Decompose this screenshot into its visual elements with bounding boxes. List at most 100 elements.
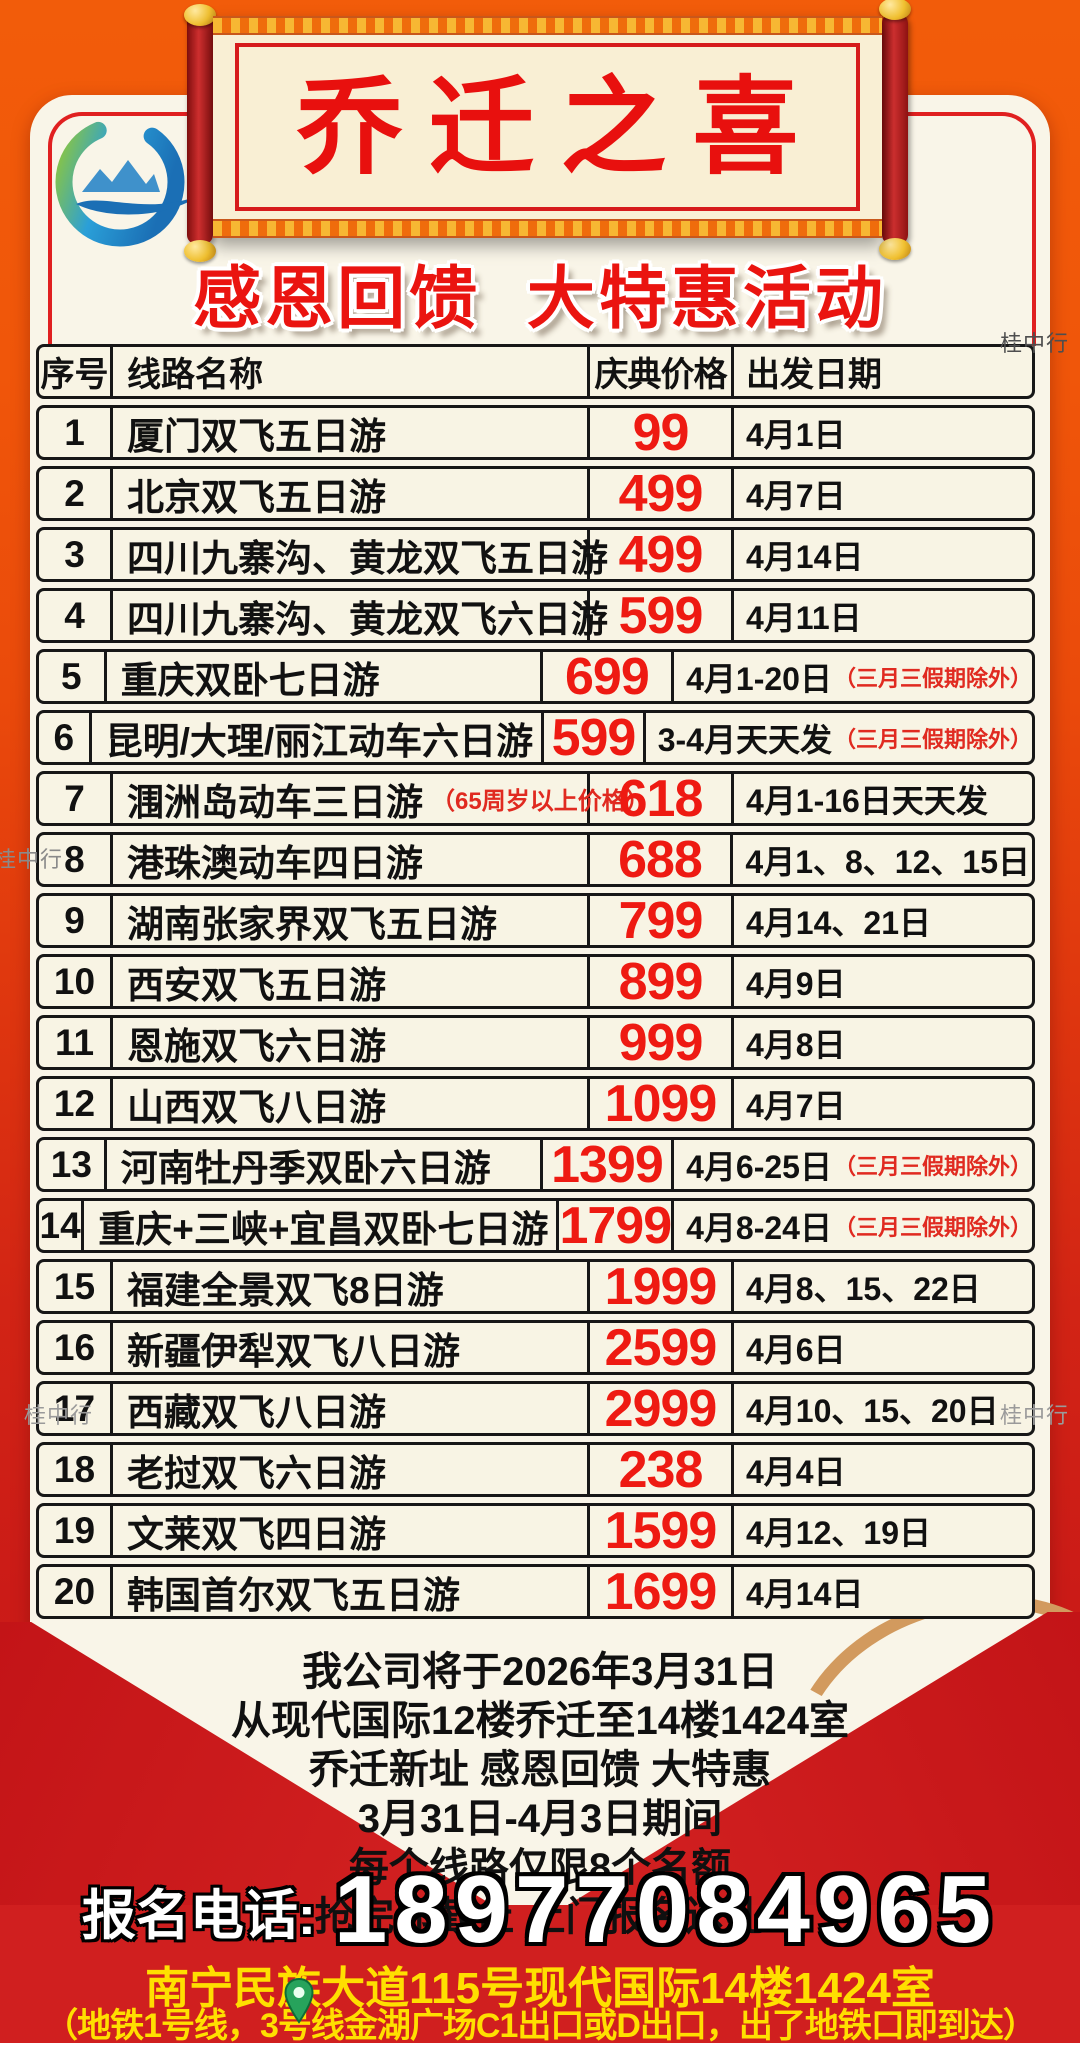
bottom-red-band xyxy=(0,1905,1080,2043)
route-price: 688 xyxy=(590,835,734,884)
row-number: 3 xyxy=(39,530,113,579)
table-row: 2 北京双飞五日游 499 4月7日 xyxy=(36,466,1035,521)
table-row: 19 文莱双飞四日游 1599 4月12、19日 xyxy=(36,1503,1035,1558)
route-date: 4月10、15、20日 xyxy=(746,1392,999,1429)
route-price: 599 xyxy=(590,591,734,640)
table-row: 13 河南牡丹季双卧六日游 1399 4月6-25日 （三月三假期除外） xyxy=(36,1137,1035,1192)
row-number: 16 xyxy=(39,1323,113,1372)
route-date-note: （三月三假期除外） xyxy=(833,665,1032,691)
route-name: 厦门双飞五日游 xyxy=(113,408,590,457)
route-date: 4月6-25日 （三月三假期除外） xyxy=(686,1148,1032,1185)
route-date-note: （三月三假期除外） xyxy=(833,1153,1032,1179)
route-name: 山西双飞八日游 xyxy=(113,1079,590,1128)
travel-agency-logo-icon xyxy=(48,112,202,252)
table-row: 9 湖南张家界双飞五日游 799 4月14、21日 xyxy=(36,893,1035,948)
row-number: 1 xyxy=(39,408,113,457)
phone-row: 报名电话: 18977084965 xyxy=(0,1862,1080,1958)
route-date: 4月4日 xyxy=(746,1453,846,1490)
route-name: 恩施双飞六日游 xyxy=(113,1018,590,1067)
scroll-cap-icon xyxy=(879,0,911,20)
watermark: 桂中行 xyxy=(1000,1403,1070,1428)
row-number: 6 xyxy=(39,713,92,762)
table-row: 16 新疆伊犁双飞八日游 2599 4月6日 xyxy=(36,1320,1035,1375)
phone-label: 报名电话: xyxy=(81,1885,316,1946)
row-number: 9 xyxy=(39,896,113,945)
route-date: 4月1-20日 （三月三假期除外） xyxy=(686,660,1032,697)
route-date: 4月14日 xyxy=(746,538,864,575)
table-row: 6 昆明/大理/丽江动车六日游 599 3-4月天天发 （三月三假期除外） xyxy=(36,710,1035,765)
row-number: 8 xyxy=(39,835,113,884)
watermark: 桂中行 xyxy=(24,1403,94,1428)
route-name-note: （65周岁以上价格） xyxy=(431,788,650,815)
route-price: 2999 xyxy=(590,1384,734,1433)
route-price: 599 xyxy=(544,713,646,762)
route-price: 1399 xyxy=(543,1140,675,1189)
route-name: 韩国首尔双飞五日游 xyxy=(113,1567,590,1616)
table-row: 17 西藏双飞八日游 2999 4月10、15、20日 xyxy=(36,1381,1035,1436)
route-price: 1699 xyxy=(590,1567,734,1616)
route-price: 1099 xyxy=(590,1079,734,1128)
route-name: 西藏双飞八日游 xyxy=(113,1384,590,1433)
notice-line: 抢完即截止 上门报名送礼 xyxy=(314,1895,766,1939)
route-price: 99 xyxy=(590,408,734,457)
route-date: 4月14、21日 xyxy=(746,904,931,941)
route-price: 618 xyxy=(590,774,734,823)
row-number: 14 xyxy=(39,1201,85,1250)
table-row: 4 四川九寨沟、黄龙双飞六日游 599 4月11日 xyxy=(36,588,1035,643)
route-date: 4月1日 xyxy=(746,416,846,453)
route-name: 重庆+三峡+宜昌双卧七日游 xyxy=(84,1201,560,1250)
route-name: 涠洲岛动车三日游 （65周岁以上价格） xyxy=(113,774,650,823)
notice-line: 3月31日-4月3日期间 xyxy=(357,1797,723,1841)
route-price: 499 xyxy=(590,530,734,579)
route-date: 4月8-24日 （三月三假期除外） xyxy=(686,1209,1032,1246)
watermark: 桂中行 xyxy=(0,847,64,872)
row-number: 20 xyxy=(39,1567,113,1616)
scroll-cap-icon xyxy=(184,4,216,26)
notice-line: 每个线路仅限8个名额 xyxy=(348,1846,732,1890)
route-name: 新疆伊犁双飞八日游 xyxy=(113,1323,590,1372)
address-line: 南宁民族大道115号现代国际14楼1424室 xyxy=(145,1964,935,2013)
route-price: 799 xyxy=(590,896,734,945)
route-price: 1599 xyxy=(590,1506,734,1555)
route-date: 4月7日 xyxy=(746,477,846,514)
route-date: 4月14日 xyxy=(746,1575,864,1612)
metro-directions-line: （地铁1号线，3号线金湖广场C1出口或D出口，出了地铁口即到达） xyxy=(44,2007,1037,2045)
table-row: 11 恩施双飞六日游 999 4月8日 xyxy=(36,1015,1035,1070)
table-row: 15 福建全景双飞8日游 1999 4月8、15、22日 xyxy=(36,1259,1035,1314)
route-date: 4月1、8、12、15日 xyxy=(745,843,1030,880)
route-date: 4月11日 xyxy=(746,599,862,636)
row-number: 17 xyxy=(39,1384,113,1433)
table-row: 10 西安双飞五日游 899 4月9日 xyxy=(36,954,1035,1009)
route-name: 北京双飞五日游 xyxy=(113,469,590,518)
scroll-banner: 乔迁之喜 xyxy=(184,0,911,262)
row-number: 19 xyxy=(39,1506,113,1555)
row-number: 18 xyxy=(39,1445,113,1494)
row-number: 4 xyxy=(39,591,113,640)
row-number: 13 xyxy=(39,1140,107,1189)
row-number: 10 xyxy=(39,957,113,1006)
route-date: 4月9日 xyxy=(746,965,846,1002)
route-price: 499 xyxy=(590,469,734,518)
route-date: 3-4月天天发 （三月三假期除外） xyxy=(657,721,1032,758)
route-name: 昆明/大理/丽江动车六日游 xyxy=(92,713,545,762)
route-price: 899 xyxy=(590,957,734,1006)
table-row: 1 厦门双飞五日游 99 4月1日 xyxy=(36,405,1035,460)
route-name: 文莱双飞四日游 xyxy=(113,1506,590,1555)
row-number: 2 xyxy=(39,469,113,518)
location-pin-icon xyxy=(284,1977,314,2024)
route-name: 港珠澳动车四日游 xyxy=(113,835,590,884)
route-name: 重庆双卧七日游 xyxy=(107,652,543,701)
row-number: 7 xyxy=(39,774,113,823)
route-date: 4月6日 xyxy=(746,1331,846,1368)
table-row: 18 老挝双飞六日游 238 4月4日 xyxy=(36,1442,1035,1497)
route-price: 1799 xyxy=(559,1201,675,1250)
row-number: 11 xyxy=(39,1018,113,1067)
poster-subtitle: 感恩回馈 大特惠活动 xyxy=(193,261,887,337)
poster-title: 乔迁之喜 xyxy=(296,64,825,189)
notice-line: 我公司将于2026年3月31日 xyxy=(302,1650,778,1694)
table-row: 12 山西双飞八日游 1099 4月7日 xyxy=(36,1076,1035,1131)
scroll-rod-left-icon xyxy=(187,14,213,244)
table-row: 3 四川九寨沟、黄龙双飞五日游 499 4月14日 xyxy=(36,527,1035,582)
tour-table: 序号 线路名称 庆典价格 出发日期 1 厦门双飞五日游 99 4月1日 2 北京… xyxy=(36,344,1035,1625)
route-price: 999 xyxy=(590,1018,734,1067)
